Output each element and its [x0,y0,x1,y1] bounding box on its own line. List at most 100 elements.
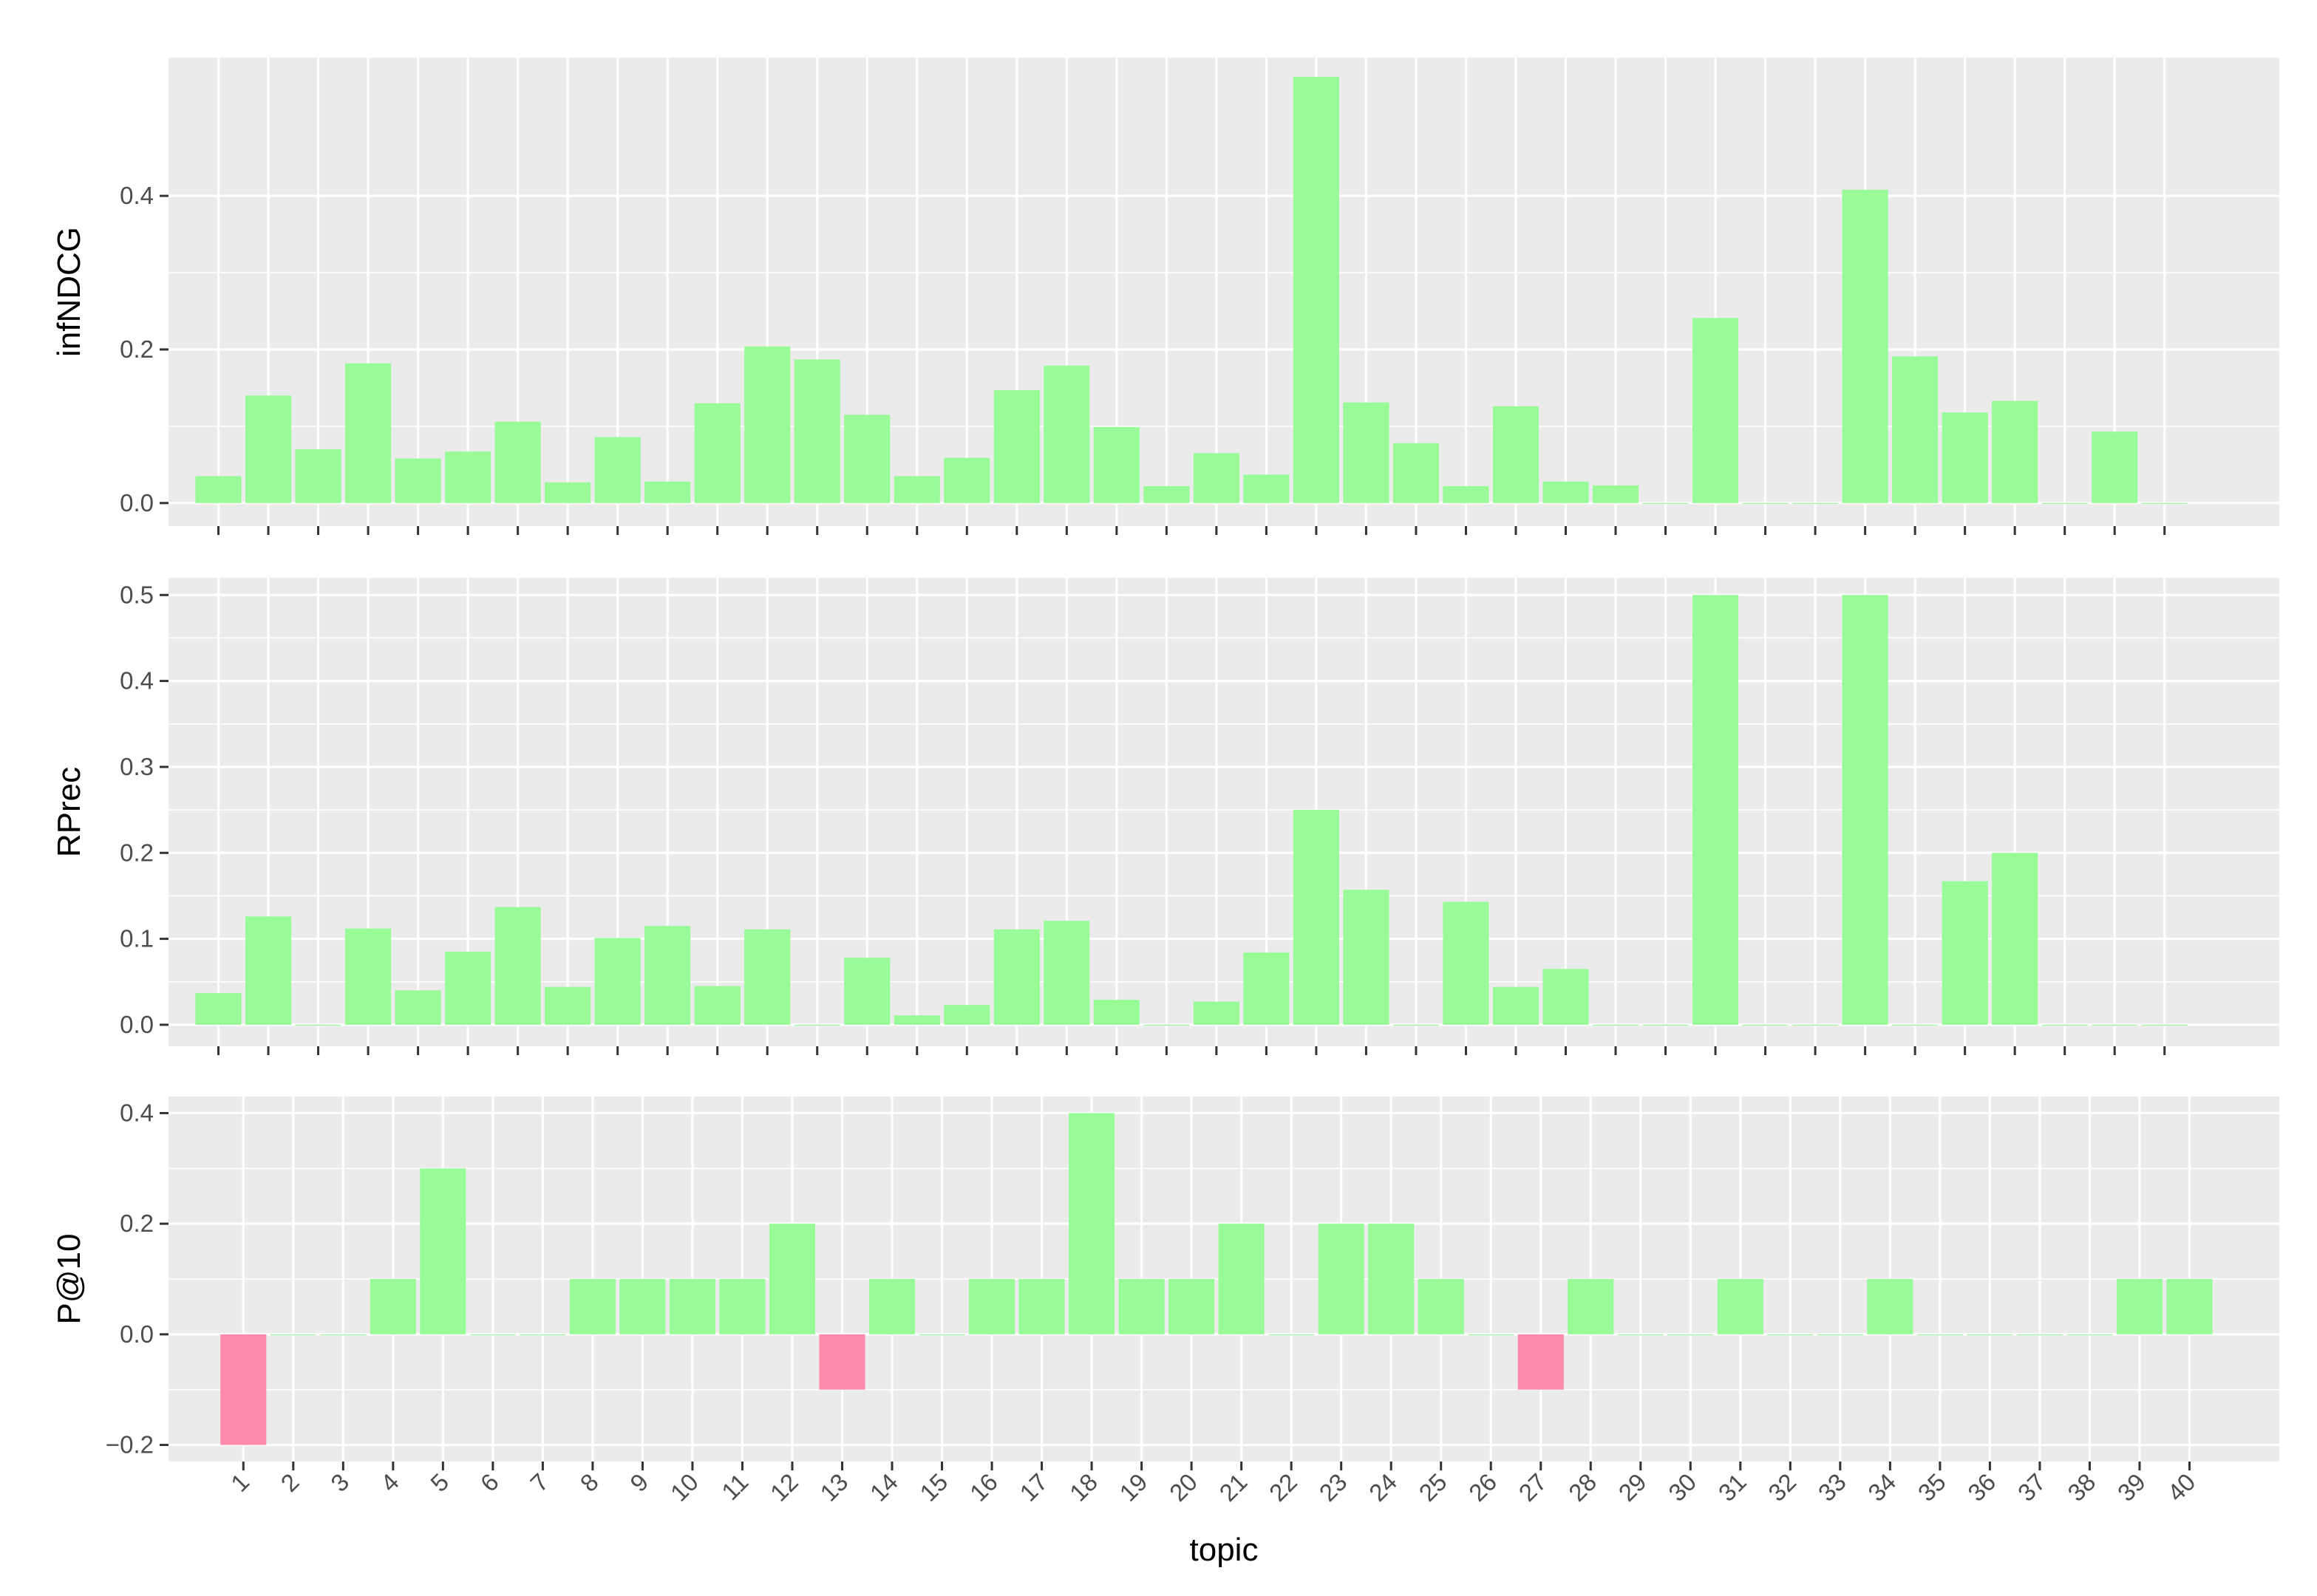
bar-topic-9 [619,1279,666,1334]
bar-topic-22 [1243,952,1290,1025]
y-tick-label: 0.4 [120,667,154,695]
x-tick-label: 15 [914,1468,953,1507]
bar-topic-10 [669,1279,715,1334]
bar-topic-31 [1692,318,1739,503]
x-tick-label: 34 [1862,1468,1901,1507]
bar-topic-12 [769,1224,816,1334]
bar-topic-39 [2092,1024,2138,1026]
bar-topic-3 [295,449,341,503]
bar-topic-24 [1368,1224,1415,1334]
bar-topic-16 [944,1005,990,1025]
x-tick-label: 9 [625,1468,653,1497]
bar-topic-15 [894,476,940,503]
x-axis-title: topic [1190,1532,1259,1568]
bar-topic-4 [370,1279,416,1334]
bar-topic-17 [993,929,1040,1025]
x-tick-label: 32 [1763,1468,1801,1507]
panel-3: −0.20.00.20.4P@101 2 3 4 5 6 7 8 9 10 11 12 13 14 15 16… [51,1097,2279,1568]
y-tick-label: 0.3 [120,753,154,780]
bar-topic-35 [1892,1024,1939,1026]
bar-topic-15 [919,1334,965,1336]
bar-topic-3 [320,1334,367,1336]
y-tick-label: 0.0 [120,1320,154,1348]
bar-topic-20 [1168,1279,1215,1334]
bar-topic-8 [545,986,591,1025]
bar-topic-22 [1268,1334,1315,1336]
bar-topic-38 [2041,502,2088,505]
bar-topic-34 [1842,189,1888,503]
x-tick-label: 4 [375,1468,404,1497]
y-tick-label: −0.2 [106,1431,154,1459]
bar-topic-25 [1392,443,1440,503]
bar-topic-10 [644,481,691,503]
x-tick-label: 28 [1563,1468,1602,1507]
x-tick-label: 13 [814,1468,853,1507]
bar-topic-36 [1942,881,1988,1025]
y-tick-label: 0.0 [120,1011,154,1038]
bar-topic-8 [569,1279,616,1334]
x-tick-label: 22 [1264,1468,1302,1507]
x-tick-label: 24 [1364,1468,1402,1507]
bar-topic-7 [494,907,541,1025]
x-tick-label: 12 [765,1468,803,1507]
bar-topic-23 [1293,810,1339,1025]
bar-topic-30 [1667,1334,1714,1336]
bar-topic-27 [1492,986,1539,1025]
x-tick-label: 40 [2162,1468,2200,1507]
bar-topic-24 [1343,402,1389,503]
x-tick-label: 7 [525,1468,554,1497]
y-tick-label: 0.2 [120,335,154,363]
bar-topic-6 [469,1334,516,1336]
bar-topic-25 [1418,1279,1464,1334]
bar-topic-13 [794,1024,840,1026]
bar-topic-19 [1093,426,1140,503]
bar-topic-23 [1318,1224,1364,1334]
x-tick-label: 29 [1613,1468,1652,1507]
bar-topic-9 [594,437,641,503]
bar-topic-1 [195,476,242,503]
bar-topic-37 [2016,1334,2063,1336]
bar-topic-5 [395,990,441,1025]
bar-topic-1 [195,992,242,1025]
bar-topic-18 [1069,1113,1115,1334]
bar-topic-13 [794,359,840,503]
x-tick-label: 35 [1913,1468,1951,1507]
x-tick-label: 27 [1514,1468,1552,1507]
bar-topic-16 [968,1279,1015,1334]
bar-topic-20 [1143,1024,1190,1026]
bar-topic-33 [1792,502,1839,505]
bar-topic-32 [1742,1024,1789,1026]
bar-topic-32 [1742,502,1789,505]
bar-topic-2 [245,395,292,503]
bar-topic-28 [1542,969,1589,1025]
bar-topic-39 [2116,1279,2163,1334]
y-tick-label: 0.2 [120,1210,154,1237]
bar-topic-26 [1468,1334,1514,1336]
x-tick-label: 38 [2062,1468,2100,1507]
y-tick-label: 0.4 [120,1099,154,1126]
bar-topic-19 [1093,1000,1140,1025]
bar-topic-5 [395,458,441,503]
bar-topic-35 [1892,356,1939,503]
bar-topic-22 [1243,474,1290,503]
bar-topic-29 [1592,485,1639,503]
bar-topic-34 [1842,595,1888,1025]
bar-topic-28 [1542,481,1589,503]
bar-topic-14 [868,1279,916,1334]
bar-topic-13 [819,1334,865,1390]
x-tick-label: 8 [575,1468,604,1497]
bar-topic-15 [894,1015,940,1025]
bar-topic-7 [494,421,541,503]
bar-topic-21 [1218,1224,1265,1334]
bar-topic-20 [1143,485,1190,503]
x-tick-label: 6 [475,1468,504,1497]
x-tick-label: 18 [1064,1468,1103,1507]
bar-topic-27 [1517,1334,1564,1390]
bar-topic-25 [1392,1024,1440,1026]
bar-topic-21 [1193,1001,1239,1025]
bar-topic-11 [694,403,741,503]
bar-topic-36 [1967,1334,2013,1336]
y-axis-title: RPrec [51,767,87,857]
x-tick-label: 11 [716,1468,753,1505]
y-tick-label: 0.0 [120,489,154,516]
